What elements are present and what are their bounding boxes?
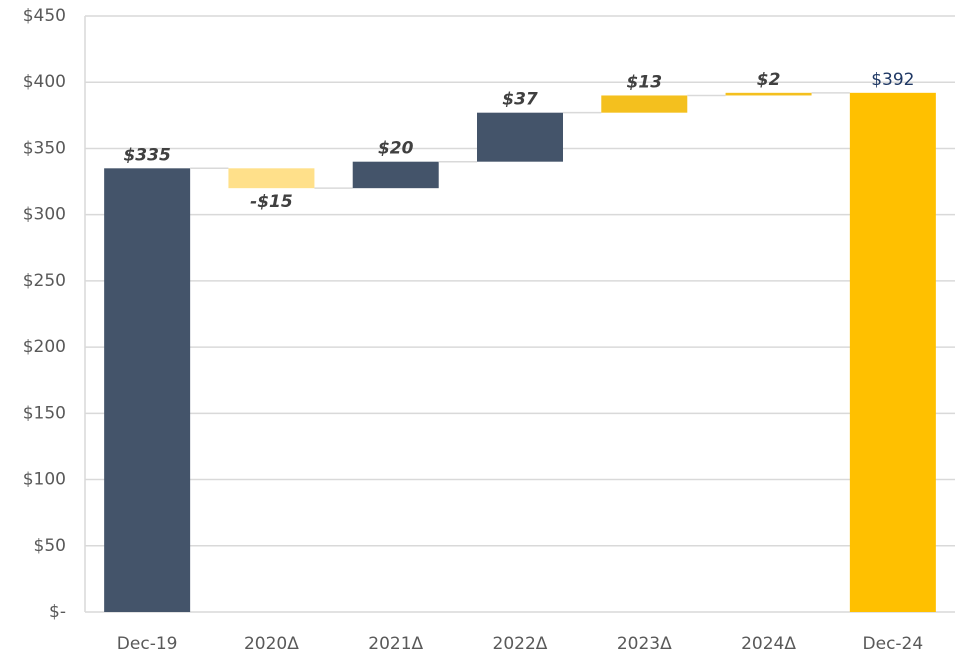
value-label: -$15 [250,192,293,212]
bar [725,92,812,96]
bar [352,161,439,189]
y-tick-label: $200 [23,337,66,357]
bar [477,112,563,162]
value-label: $13 [627,72,663,92]
x-tick-label: Dec-24 [863,634,924,654]
y-tick-label: $250 [23,271,66,291]
x-tick-label: 2022Δ [493,634,548,654]
value-label: $335 [123,145,170,165]
value-label: $20 [378,139,414,159]
x-tick-label: 2021Δ [368,634,423,654]
y-tick-label: $400 [23,72,66,92]
y-tick-label: $100 [23,470,66,490]
bar [601,95,688,113]
x-tick-label: 2024Δ [741,634,796,654]
y-tick-label: $450 [23,6,66,26]
x-tick-label: 2023Δ [617,634,672,654]
y-tick-label: $150 [23,403,66,423]
value-label: $37 [502,90,538,110]
bar [849,92,936,613]
y-tick-label: $50 [34,536,66,556]
y-tick-label: $350 [23,138,66,158]
value-label: $392 [871,70,914,90]
y-tick-label: $- [49,602,66,622]
bar [104,168,191,613]
x-tick-label: 2020Δ [244,634,299,654]
bar [228,168,315,189]
y-tick-label: $300 [23,205,66,225]
value-label: $2 [757,70,781,90]
x-tick-label: Dec-19 [117,634,178,654]
